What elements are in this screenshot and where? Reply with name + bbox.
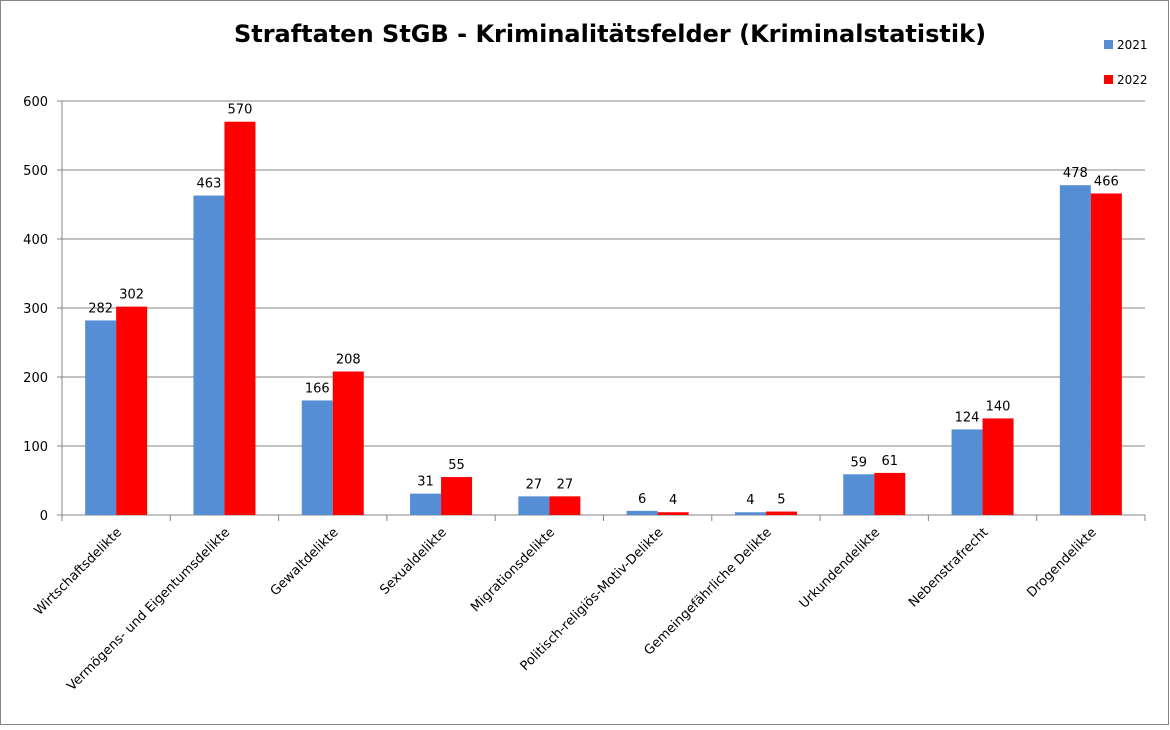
data-label: 302 [119, 288, 144, 303]
bar [85, 320, 117, 515]
chart-title: Straftaten StGB - Kriminalitätsfelder (K… [234, 20, 986, 48]
data-label: 59 [850, 455, 867, 470]
y-tick-label: 400 [23, 233, 48, 248]
bar [734, 512, 766, 515]
bar [193, 195, 225, 515]
bar [410, 493, 442, 515]
bar [441, 477, 473, 515]
bar [301, 400, 333, 515]
data-label: 55 [448, 458, 465, 473]
bar [224, 121, 256, 515]
data-label: 466 [1094, 174, 1119, 189]
bar [874, 472, 906, 515]
data-label: 4 [669, 493, 677, 508]
legend-swatch [1104, 40, 1113, 49]
bar [951, 429, 983, 515]
data-label: 124 [955, 410, 980, 425]
bar [657, 512, 689, 515]
bar [518, 496, 550, 515]
bar [626, 510, 658, 515]
bar [116, 306, 148, 515]
data-label: 282 [88, 301, 113, 316]
data-label: 27 [526, 477, 543, 492]
y-tick-label: 100 [23, 440, 48, 455]
data-label: 140 [986, 399, 1011, 414]
bar [982, 418, 1014, 515]
data-label: 478 [1063, 166, 1088, 181]
data-label: 6 [638, 492, 646, 507]
data-label: 463 [197, 177, 222, 192]
legend-label: 2021 [1117, 38, 1148, 52]
bar [765, 511, 797, 515]
bar [1090, 193, 1122, 515]
data-label: 4 [746, 493, 754, 508]
legend-label: 2022 [1117, 73, 1148, 87]
bar [1059, 185, 1091, 515]
y-tick-label: 300 [23, 302, 48, 317]
data-label: 5 [777, 493, 785, 508]
y-tick-label: 0 [40, 509, 48, 524]
y-tick-label: 600 [23, 95, 48, 110]
legend-swatch [1104, 75, 1113, 84]
bar [332, 371, 364, 515]
data-label: 570 [228, 103, 253, 118]
y-tick-label: 500 [23, 164, 48, 179]
data-label: 61 [881, 454, 898, 469]
y-tick-label: 200 [23, 371, 48, 386]
data-label: 208 [336, 352, 361, 367]
bar [549, 496, 581, 515]
data-label: 31 [417, 475, 434, 490]
data-label: 27 [557, 477, 574, 492]
data-label: 166 [305, 381, 330, 396]
bar [843, 474, 875, 515]
